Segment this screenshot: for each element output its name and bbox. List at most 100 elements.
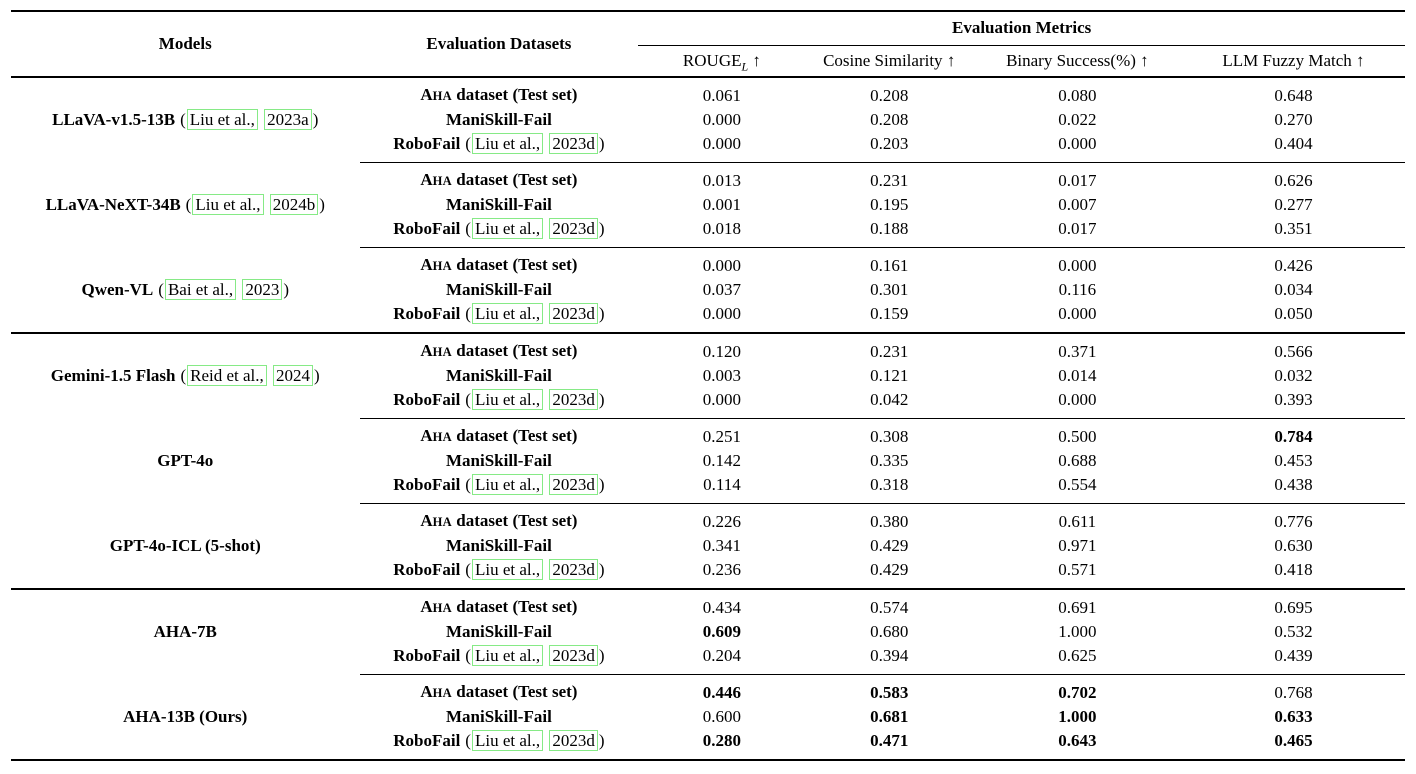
citation-year-link[interactable]: 2023d (549, 303, 598, 324)
aha-cap: A (420, 170, 433, 189)
citation-authors-link[interactable]: Reid et al., (187, 365, 267, 387)
metric-value-cell: 0.971 (973, 534, 1182, 558)
metric-value-cell: 0.626 (1182, 163, 1405, 194)
metric-value: 0.434 (702, 597, 742, 617)
table-row: LLaVA-v1.5-13B(Liu et al., 2023a) AHA dat… (11, 77, 1405, 131)
metric-value: 0.554 (1058, 475, 1097, 494)
citation-year-link[interactable]: 2023d (549, 474, 598, 495)
citation-year-link[interactable]: 2023d (549, 730, 598, 751)
citation-authors-link[interactable]: Liu et al., (471, 645, 544, 666)
metric-value-cell: 0.000 (972, 388, 1182, 419)
dataset-cell: ManiSkill-Fail (360, 108, 639, 132)
evaluation-results-table: Models Evaluation Datasets Evaluation Me… (11, 10, 1405, 761)
model-name: AHA-7B (153, 622, 217, 642)
dataset-label: RoboFail (393, 731, 461, 750)
citation: (Reid et al., 2024) (180, 365, 320, 387)
metric-value-cell: 0.034 (1182, 278, 1405, 302)
table-row: ManiSkill-Fail 0.000 0.208 0.022 0.270 (11, 108, 1405, 132)
citation: (Liu et al., 2023d) (465, 389, 605, 410)
citation-authors-link[interactable]: Bai et al., (164, 278, 237, 300)
model-name: LLaVA-NeXT-34B (45, 195, 181, 214)
dataset-label: ManiSkill-Fail (446, 536, 552, 555)
metric-value-cell: 1.000 (973, 705, 1182, 729)
metric-value: 0.566 (1274, 341, 1313, 361)
model-cell: GPT-4o-ICL (5-shot) (11, 503, 360, 590)
metric-value: 0.000 (1058, 390, 1097, 409)
metric-value-cell: 0.000 (638, 302, 806, 334)
citation-authors-link[interactable]: Liu et al., (471, 730, 544, 751)
metric-value: 0.000 (1058, 134, 1097, 153)
citation-year-link[interactable]: 2023d (549, 559, 598, 580)
metric-value-cell: 0.121 (806, 364, 973, 388)
metric-value: 0.438 (1274, 475, 1313, 494)
metric-value-cell: 0.251 (638, 419, 805, 450)
citation-authors-link[interactable]: Liu et al., (186, 109, 258, 131)
metric-value: 0.453 (1274, 451, 1313, 470)
model-name: GPT-4o-ICL (5-shot) (109, 535, 261, 555)
table-row: RoboFail(Liu et al., 2023d) 0.018 0.188 0.0… (11, 217, 1405, 248)
metric-value-cell: 0.280 (638, 729, 806, 761)
metric-value-cell: 0.001 (638, 193, 805, 217)
citation-authors-link[interactable]: Liu et al., (471, 389, 544, 410)
column-header-binary-success: Binary Success(%) ↑ (972, 45, 1182, 78)
dataset-label: RoboFail (393, 219, 461, 238)
citation: (Liu et al., 2023d) (465, 645, 605, 666)
citation: (Bai et al., 2023) (158, 278, 290, 300)
dataset-cell: RoboFail(Liu et al., 2023d) (359, 217, 639, 248)
metric-value-cell: 0.371 (973, 333, 1182, 364)
metric-value: 0.571 (1058, 560, 1097, 579)
dataset-cell: ManiSkill-Fail (360, 193, 639, 217)
dataset-cell: AHA dataset (Test set) (360, 248, 639, 279)
citation-authors-link[interactable]: Liu et al., (471, 218, 544, 239)
metric-value: 0.404 (1274, 134, 1313, 153)
citation-authors-link[interactable]: Liu et al., (471, 303, 544, 324)
citation-authors-link[interactable]: Liu et al., (192, 194, 264, 215)
metric-value: 0.471 (870, 731, 909, 750)
metric-value-cell: 0.625 (972, 644, 1182, 675)
citation-year-link[interactable]: 2023d (549, 389, 598, 410)
metric-value-cell: 0.042 (805, 388, 973, 419)
dataset-label: AHA dataset (Test set) (420, 511, 578, 530)
metric-value: 0.394 (870, 646, 909, 665)
header-row-metrics: ROUGEL ↑ Cosine Similarity ↑ Binary Succes… (11, 45, 1405, 78)
dataset-cell: ManiSkill-Fail (360, 449, 639, 473)
metric-value-cell: 0.116 (973, 278, 1182, 302)
model-name: GPT-4o (157, 451, 214, 470)
metric-value-cell: 0.429 (806, 534, 973, 558)
citation-year-link[interactable]: 2023d (549, 645, 598, 666)
metric-value: 0.695 (1274, 597, 1313, 617)
citation-year-link[interactable]: 2023d (549, 133, 598, 154)
metric-value: 0.971 (1058, 536, 1097, 555)
metric-value: 0.014 (1058, 366, 1097, 385)
metric-value: 0.625 (1058, 646, 1097, 665)
citation-authors-link[interactable]: Liu et al., (471, 133, 544, 154)
metric-value-cell: 0.231 (806, 333, 973, 364)
table-row: ManiSkill-Fail 0.001 0.195 0.007 0.277 (11, 193, 1405, 217)
metric-value-cell: 0.037 (638, 278, 805, 302)
metric-value-cell: 0.446 (638, 675, 805, 706)
metric-value: 0.439 (1274, 646, 1313, 665)
table-row: RoboFail(Liu et al., 2023d) 0.236 0.429 0.5… (11, 558, 1405, 590)
metric-value-cell: 0.465 (1181, 729, 1405, 761)
citation-year-link[interactable]: 2023 (242, 278, 283, 300)
table-row: Gemini-1.5 Flash(Reid et al., 2024) AHA d… (11, 333, 1405, 387)
metric-value-cell: 0.438 (1181, 473, 1405, 504)
dataset-label: RoboFail (393, 134, 461, 153)
metric-value-cell: 0.203 (805, 132, 973, 163)
model-cell: GPT-4o (11, 419, 360, 504)
citation-authors-link[interactable]: Liu et al., (471, 559, 544, 580)
citation-year-link[interactable]: 2024b (269, 194, 319, 215)
table-row: ManiSkill-Fail 0.341 0.429 0.971 0.630 (11, 534, 1405, 558)
metric-value: 0.318 (870, 475, 909, 494)
metric-value: 0.018 (702, 219, 742, 238)
aha-cap: A (420, 511, 433, 530)
citation-authors-link[interactable]: Liu et al., (471, 474, 544, 495)
citation-year-link[interactable]: 2024 (273, 365, 314, 387)
citation-year-link[interactable]: 2023d (549, 218, 598, 239)
metric-value-cell: 0.231 (806, 163, 973, 194)
citation-year-link[interactable]: 2023a (264, 109, 312, 131)
metric-value-cell: 0.681 (806, 705, 973, 729)
metric-value-cell: 0.080 (973, 77, 1182, 108)
citation: (Liu et al., 2023d) (465, 133, 605, 154)
metric-value: 0.208 (870, 85, 909, 105)
